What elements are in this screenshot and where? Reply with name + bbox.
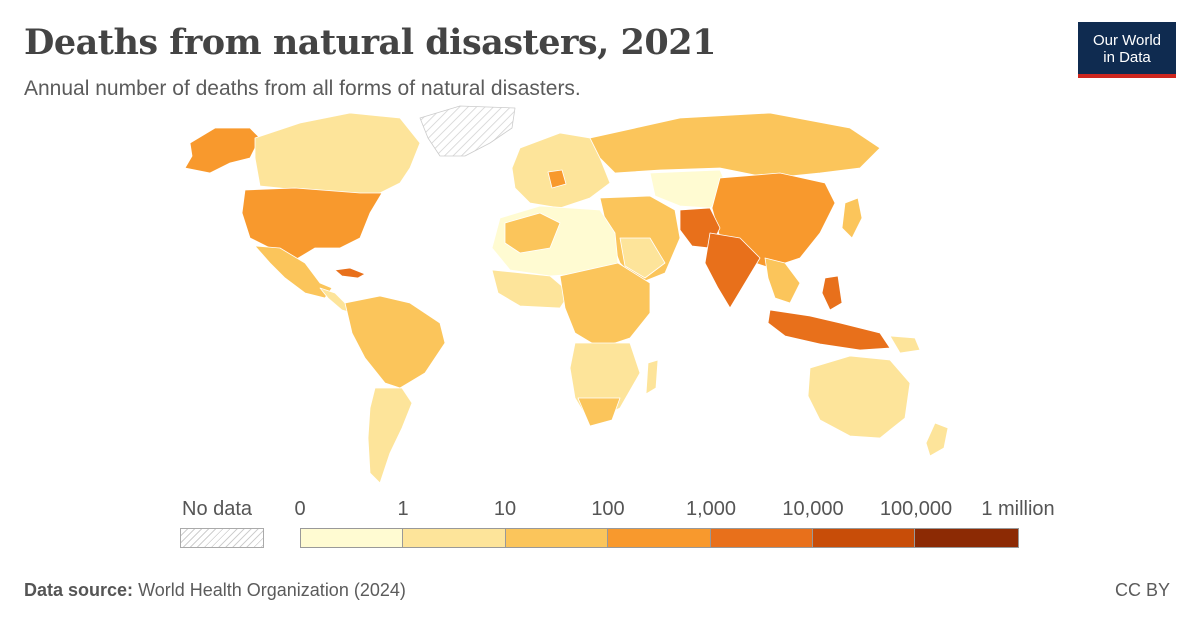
chart-title: Deaths from natural disasters, 2021 (24, 22, 716, 63)
data-source: Data source: World Health Organization (… (24, 580, 406, 601)
world-map[interactable] (120, 98, 1080, 498)
canada-region (255, 113, 420, 198)
legend-tick-7: 1 million (981, 498, 1054, 521)
central-africa-region (560, 263, 650, 348)
no-data-label: No data (182, 498, 252, 521)
license-link[interactable]: CC BY (1115, 580, 1170, 601)
color-legend: No data 0 1 10 100 1,000 10,000 100,000 … (0, 490, 1200, 560)
legend-bin-6[interactable] (915, 529, 1017, 547)
data-source-label: Data source: (24, 580, 133, 600)
southeast-asia-region (765, 258, 800, 303)
greenland-region (420, 106, 515, 156)
data-source-text[interactable]: World Health Organization (2024) (138, 580, 406, 600)
logo-line-2: in Data (1078, 49, 1176, 66)
world-map-svg (120, 98, 1080, 498)
caribbean-region (335, 268, 365, 278)
russia-region (590, 113, 880, 178)
legend-tick-6: 100,000 (880, 498, 952, 521)
legend-bin-1[interactable] (403, 529, 505, 547)
south-africa-region (578, 398, 620, 426)
legend-bin-5[interactable] (813, 529, 915, 547)
south-america-north-region (345, 296, 445, 388)
japan-region (842, 198, 862, 238)
indonesia-region (768, 310, 890, 350)
legend-tick-4: 1,000 (686, 498, 736, 521)
png-region (890, 336, 920, 353)
philippines-region (822, 276, 842, 310)
owid-logo[interactable]: Our World in Data (1078, 22, 1176, 78)
madagascar-region (646, 360, 658, 394)
logo-line-1: Our World (1078, 32, 1176, 49)
legend-tick-5: 10,000 (782, 498, 843, 521)
australia-region (808, 356, 910, 438)
legend-tick-1: 1 (397, 498, 408, 521)
southern-cone-region (368, 388, 412, 483)
legend-bin-0[interactable] (301, 529, 403, 547)
no-data-swatch[interactable] (180, 528, 264, 548)
legend-tick-0: 0 (294, 498, 305, 521)
legend-bin-2[interactable] (506, 529, 608, 547)
legend-color-bins (300, 528, 1019, 548)
legend-tick-3: 100 (591, 498, 624, 521)
legend-tick-2: 10 (494, 498, 516, 521)
legend-bin-3[interactable] (608, 529, 710, 547)
alaska-region (185, 128, 260, 173)
legend-bin-4[interactable] (711, 529, 813, 547)
new-zealand-region (926, 423, 948, 456)
